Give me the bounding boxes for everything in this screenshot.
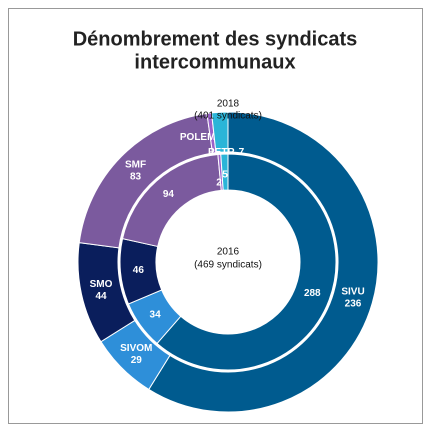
category-label: SIVOM: [120, 343, 152, 354]
data-label: SMO 44: [90, 278, 113, 301]
ring-label: (401 syndicats): [194, 111, 262, 122]
value-label: 46: [133, 265, 145, 276]
value-label: 5: [222, 170, 228, 181]
slice: [148, 111, 379, 413]
category-label: POLEM: [180, 132, 216, 143]
category-label: SMO: [90, 278, 113, 289]
chart-title: intercommunaux: [134, 51, 295, 73]
data-label: SIVOM 29: [120, 343, 152, 366]
slice: [156, 153, 337, 371]
value-label: 83: [130, 171, 142, 182]
data-label: SIVU 236: [341, 286, 364, 309]
slice: [211, 111, 229, 154]
value-label: 236: [345, 298, 362, 309]
value-label: 2: [216, 178, 222, 189]
value-label: 7: [239, 147, 245, 158]
ring-label: (469 syndicats): [194, 260, 262, 271]
category-label: SIVU: [341, 286, 364, 297]
ring-label: 2016: [217, 247, 240, 258]
value-label: 29: [131, 355, 143, 366]
category-label: SMF: [125, 159, 146, 170]
value-label: 44: [95, 290, 107, 301]
data-label: SMF 83: [125, 159, 146, 182]
value-label: 94: [163, 189, 175, 200]
slice: [220, 153, 229, 191]
data-label: PETR 7: [208, 147, 245, 158]
chart-title: Dénombrement des syndicats: [73, 28, 358, 50]
value-label: 34: [150, 309, 162, 320]
frame: [8, 8, 423, 424]
value-label: 288: [304, 288, 321, 299]
ring-label: 2018: [217, 99, 240, 110]
category-label: PETR: [208, 147, 235, 158]
